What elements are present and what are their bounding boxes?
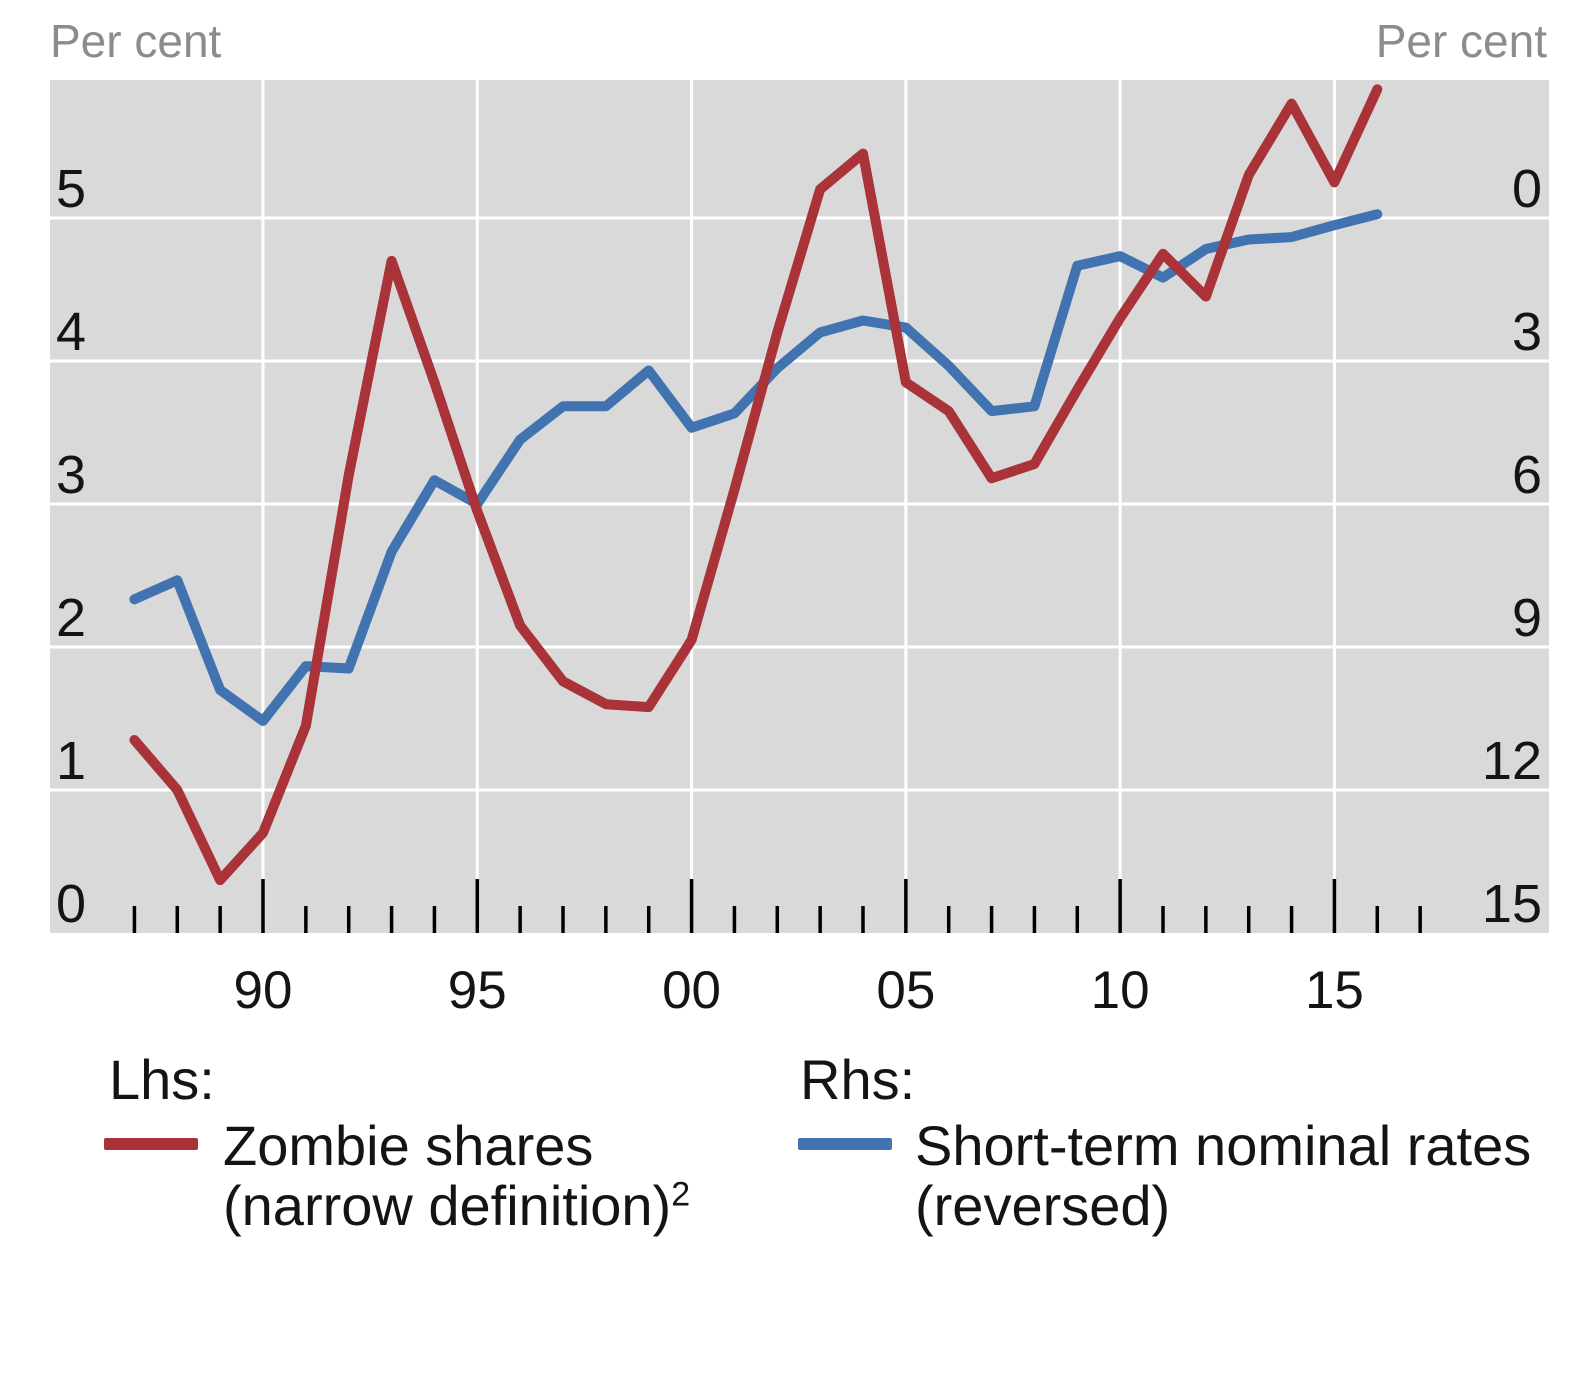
- left-axis-tick-label: 3: [56, 445, 86, 505]
- legend-rhs-label: Short-term nominal rates (reversed): [915, 1116, 1531, 1236]
- legend-rhs-row: Short-term nominal rates (reversed): [798, 1116, 1531, 1236]
- legend-lhs-label-line2: (narrow definition)2: [223, 1174, 691, 1237]
- left-axis-tick-label: 5: [56, 159, 86, 219]
- left-axis-tick-label: 0: [56, 874, 86, 934]
- left-axis-unit-label: Per cent: [50, 15, 222, 67]
- left-axis-tick-label: 1: [56, 731, 86, 791]
- short-term-rates-line-swatch: [798, 1138, 892, 1150]
- right-axis-tick-label: 15: [1482, 874, 1542, 934]
- x-axis-tick-label: 90: [234, 961, 293, 1020]
- short-term-rates-line: [129, 209, 1383, 726]
- legend-rhs-label-line1: Short-term nominal rates: [915, 1114, 1532, 1177]
- left-axis-tick-label: 4: [56, 302, 86, 362]
- legend-rhs: Rhs: Short-term nominal rates (reversed): [798, 1048, 1531, 1236]
- legend-rhs-label-line2: (reversed): [915, 1174, 1171, 1237]
- right-axis-tick-label: 0: [1512, 159, 1542, 219]
- legend-lhs-label: Zombie shares (narrow definition)2: [223, 1116, 690, 1236]
- legend-lhs-row: Zombie shares (narrow definition)2: [104, 1116, 690, 1236]
- right-axis-tick-label: 12: [1482, 731, 1542, 791]
- legend-rhs-title: Rhs:: [800, 1048, 916, 1111]
- right-axis-tick-label: 9: [1512, 588, 1542, 648]
- legend-lhs-label-line1: Zombie shares: [223, 1114, 594, 1177]
- legend-lhs-title: Lhs:: [109, 1048, 215, 1111]
- x-axis-tick-label: 00: [662, 961, 721, 1020]
- x-axis-tick-label: 95: [448, 961, 507, 1020]
- x-axis-tick-label: 05: [876, 961, 935, 1020]
- right-axis-unit-label: Per cent: [1375, 15, 1547, 67]
- legend-lhs: Lhs: Zombie shares (narrow definition)2: [104, 1048, 690, 1236]
- footnote-marker: 2: [671, 1175, 691, 1214]
- x-axis-tick-label: 10: [1091, 961, 1150, 1020]
- zombie-shares-line: [129, 84, 1383, 886]
- left-axis-tick-label: 2: [56, 588, 86, 648]
- right-axis-tick-label: 3: [1512, 302, 1542, 362]
- x-axis-tick-label: 15: [1305, 961, 1364, 1020]
- zombie-shares-line-swatch: [104, 1138, 198, 1150]
- right-axis-tick-label: 6: [1512, 445, 1542, 505]
